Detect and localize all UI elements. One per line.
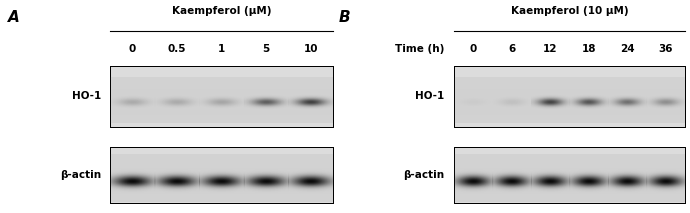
Text: 5: 5: [263, 44, 270, 54]
Text: 10: 10: [304, 44, 318, 54]
Text: 1: 1: [218, 44, 225, 54]
Bar: [454, 66, 685, 127]
Text: 12: 12: [543, 44, 558, 54]
Text: 36: 36: [658, 44, 673, 54]
Text: 18: 18: [582, 44, 596, 54]
Text: Time (h): Time (h): [395, 44, 444, 54]
Text: 0: 0: [470, 44, 477, 54]
Bar: [110, 147, 333, 203]
Bar: [110, 147, 333, 203]
Text: Kaempferol (10 μM): Kaempferol (10 μM): [511, 6, 628, 16]
Bar: [110, 66, 333, 127]
Text: 6: 6: [508, 44, 515, 54]
Text: B: B: [339, 10, 350, 25]
Text: β-actin: β-actin: [59, 170, 101, 180]
Text: 24: 24: [620, 44, 635, 54]
Text: HO-1: HO-1: [415, 91, 444, 101]
Text: A: A: [8, 10, 20, 25]
Text: Kaempferol (μM): Kaempferol (μM): [172, 6, 271, 16]
Bar: [454, 147, 685, 203]
Text: HO-1: HO-1: [72, 91, 101, 101]
Bar: [110, 66, 333, 127]
Text: β-actin: β-actin: [403, 170, 444, 180]
Text: 0: 0: [129, 44, 136, 54]
Text: 0.5: 0.5: [168, 44, 186, 54]
Bar: [454, 66, 685, 127]
Bar: [454, 147, 685, 203]
